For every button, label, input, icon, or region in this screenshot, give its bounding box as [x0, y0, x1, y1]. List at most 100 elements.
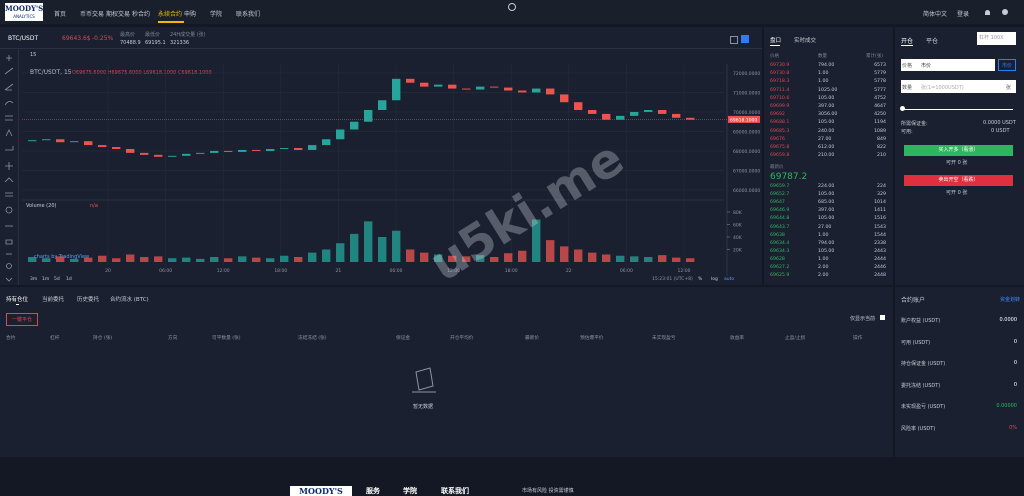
volume-bar — [168, 258, 177, 262]
close-all-btn[interactable]: 一键平仓 — [6, 313, 39, 326]
slider[interactable] — [903, 109, 1013, 110]
candle — [196, 152, 205, 154]
nav-item[interactable]: 永续合约 — [158, 11, 183, 18]
ticker-price: 69643.6$ — [62, 35, 91, 42]
orderbook-cell: 822 — [877, 145, 886, 150]
position-tab[interactable]: 合约流水 (BTC) — [110, 297, 149, 303]
orderbook-cell: 224.00 — [818, 184, 835, 189]
volume-bar — [672, 257, 681, 262]
slider-knob[interactable] — [900, 106, 905, 111]
orderbook-header: 价格 — [770, 54, 779, 59]
time-label: 18:00 — [505, 268, 518, 274]
chart-btn[interactable] — [730, 36, 738, 44]
transfer-link[interactable]: 资金划转 — [1000, 297, 1021, 303]
qty-unit[interactable]: 张 — [1006, 85, 1012, 91]
qty-input[interactable]: 张(1=1000USDT) — [921, 85, 964, 91]
volume-bar — [126, 254, 135, 262]
orderbook-cell: 69644.8 — [770, 216, 790, 222]
column-header: 最新价 — [525, 336, 540, 341]
account-value: 0 — [1013, 338, 1017, 345]
buy-btn[interactable]: 买入开多（看涨） — [904, 145, 1013, 156]
volume-bar — [42, 258, 51, 262]
volume-tick-label: 40K — [733, 235, 743, 241]
footer-link[interactable]: 学院 — [403, 487, 417, 495]
volume-bar — [350, 233, 359, 262]
user-icon[interactable] — [1002, 9, 1008, 15]
position-tab[interactable]: 历史委托 — [77, 297, 100, 303]
login[interactable]: 登录 — [957, 11, 970, 18]
account-value: 0.00000 — [996, 403, 1017, 409]
nav-item[interactable]: 联系我们 — [236, 11, 261, 18]
candle — [308, 145, 317, 150]
orderbook-cell: 69627.2 — [770, 265, 790, 270]
candle — [602, 113, 611, 120]
orderbook-cell: 69676 — [770, 136, 785, 142]
price-tick-label: 72000.0000 — [733, 71, 760, 77]
nav-item[interactable]: 首页 — [54, 11, 67, 18]
last-price-tag — [728, 115, 760, 123]
nav-item[interactable]: 申购 — [184, 11, 197, 18]
interval[interactable]: 15 — [30, 52, 37, 58]
column-header: 持仓 (张) — [93, 336, 113, 341]
empty-text: 暂无数据 — [413, 404, 434, 410]
orderbook-cell: 2338 — [874, 240, 886, 246]
price-field — [901, 59, 995, 71]
orderbook-cell: 105.00 — [818, 95, 835, 101]
nav-item[interactable]: 期权交易 — [106, 11, 131, 18]
orderbook-cell: 69628 — [770, 256, 785, 262]
volume-bar — [322, 249, 331, 262]
orderbook-cell: 1.00 — [818, 79, 829, 85]
candle — [126, 148, 135, 153]
position-tab[interactable]: 当前委托 — [42, 297, 65, 303]
empty-icon — [412, 367, 436, 393]
bell-icon[interactable] — [985, 10, 990, 15]
orderbook-cell: 2448 — [874, 273, 886, 279]
column-header: 冻结冻结 (张) — [298, 336, 327, 341]
logo[interactable]: MOODY'S ANALYTICS — [5, 3, 43, 21]
orderbook-tab[interactable]: 盘口 — [770, 38, 782, 44]
open-tab[interactable]: 开仓 — [901, 38, 914, 46]
footer-link[interactable]: 服务 — [366, 487, 380, 495]
logo-bottom: ANALYTICS — [13, 14, 35, 19]
volume-bar — [210, 257, 219, 262]
market-btn[interactable]: 市价 — [998, 59, 1016, 71]
volume-bar — [588, 252, 597, 262]
volume-bar — [196, 258, 205, 262]
buy-note: 可开 0 张 — [946, 160, 968, 166]
chart-btn[interactable] — [741, 35, 749, 43]
orderbook-tab[interactable]: 实时成交 — [794, 38, 817, 44]
nav-item[interactable]: 币币交易 — [80, 11, 105, 18]
volume-bar — [70, 258, 79, 262]
account-label: 账户权益 (USDT) — [901, 318, 941, 324]
volume-bar — [518, 250, 527, 262]
tv-credit: charts by TradingView — [34, 254, 89, 260]
orderbook-cell: 397.00 — [818, 104, 835, 109]
orderbook-cell: 69652.7 — [770, 192, 790, 198]
checkbox[interactable] — [880, 315, 885, 320]
nav-item[interactable]: 秒合约 — [132, 11, 151, 18]
footer-link[interactable]: 联系我们 — [441, 487, 469, 495]
sell-btn[interactable]: 卖出开空（看跌） — [904, 175, 1013, 186]
leverage-input[interactable]: 杠杆 100X — [977, 32, 1016, 45]
last-price: 69787.2 — [770, 172, 808, 182]
pair[interactable]: BTC/USDT — [8, 35, 39, 42]
nav-item[interactable]: 学院 — [210, 11, 223, 18]
candle — [406, 78, 415, 83]
language[interactable]: 简体中文 — [923, 11, 948, 18]
orderbook-cell: 685.00 — [818, 200, 835, 206]
risk-notice: 市场有风险 投资需谨慎 — [522, 488, 574, 494]
orderbook-cell: 69730.9 — [770, 63, 790, 68]
orderbook-cell: 105.00 — [818, 192, 835, 198]
account-value: 0.0000 — [999, 317, 1018, 323]
position-tab[interactable]: 持有仓位 — [6, 297, 29, 303]
time-label: 12:00 — [217, 268, 230, 274]
volume-bar — [378, 237, 387, 262]
orderbook-cell: 1.00 — [818, 232, 829, 238]
account-label: 未实现盈亏 (USDT) — [901, 404, 946, 410]
orderbook-cell: 794.00 — [818, 63, 835, 68]
close-tab[interactable]: 平仓 — [926, 38, 939, 45]
volume-bar — [476, 255, 485, 262]
price-value[interactable]: 市价 — [921, 63, 932, 69]
scale-option: log — [711, 276, 718, 282]
only-current[interactable]: 仅显示当前 — [850, 316, 876, 322]
